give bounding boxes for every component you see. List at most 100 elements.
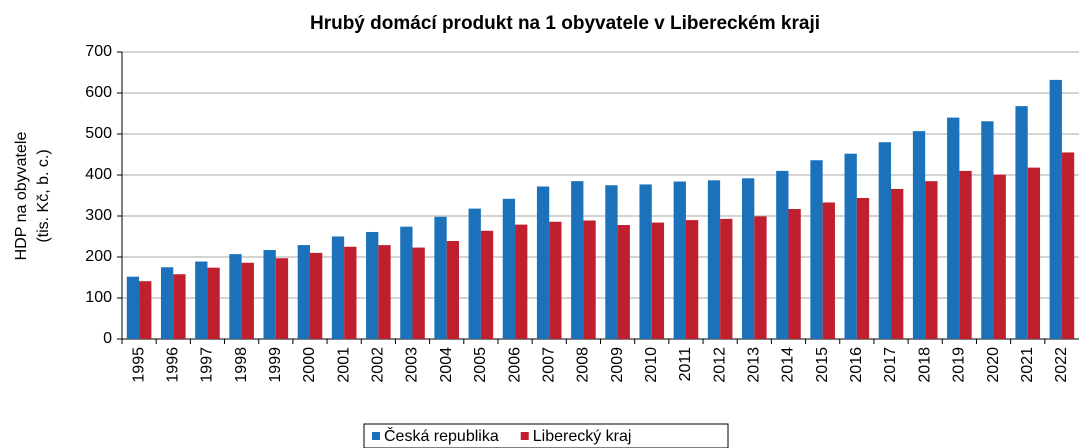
legend-swatch	[372, 432, 380, 440]
bar	[549, 221, 562, 339]
y-tick-label: 200	[85, 248, 112, 265]
bar	[878, 142, 892, 339]
x-tick-label: 1997	[199, 347, 216, 383]
x-tick-label: 2009	[609, 347, 626, 383]
bar	[446, 241, 460, 339]
bar	[1061, 152, 1075, 339]
legend-label: Česká republika	[384, 426, 499, 445]
legend-box	[363, 423, 729, 448]
bar	[1027, 167, 1041, 339]
bar	[515, 224, 528, 339]
x-tick-label: 2008	[575, 347, 592, 383]
bar	[959, 170, 972, 339]
x-tick-label: 2010	[643, 347, 660, 383]
x-tick-label: 2016	[848, 347, 865, 383]
bar	[366, 231, 379, 339]
bar	[229, 254, 242, 339]
x-tick-label: 2021	[1019, 347, 1036, 383]
bar	[810, 160, 823, 339]
bar	[468, 208, 481, 339]
bar	[651, 222, 665, 339]
bar	[741, 178, 755, 339]
chart-title: Hrubý domácí produkt na 1 obyvatele v Li…	[310, 13, 820, 34]
bar	[844, 153, 857, 339]
bar	[605, 185, 618, 339]
bar	[241, 262, 254, 339]
bar	[685, 220, 699, 339]
x-tick-label: 2014	[780, 347, 797, 383]
bar	[707, 180, 721, 339]
bar	[126, 276, 140, 339]
bar	[207, 267, 220, 339]
x-tick-label: 1996	[164, 347, 181, 383]
x-tick-label: 2007	[540, 347, 557, 383]
bar	[617, 225, 630, 339]
x-tick-label: 1999	[267, 347, 284, 383]
y-axis-label: (tis. Kč, b. c.)	[35, 149, 52, 242]
legend-swatch	[520, 432, 529, 440]
x-tick-label: 2013	[746, 347, 763, 383]
y-tick-label: 100	[85, 289, 112, 306]
bar	[331, 236, 345, 339]
bar	[754, 216, 767, 339]
x-tick-label: 2002	[370, 347, 387, 383]
x-tick-label: 2004	[438, 347, 455, 383]
bar	[1049, 79, 1062, 339]
bar	[571, 181, 584, 339]
bar	[925, 181, 938, 339]
y-tick-label: 300	[85, 207, 112, 224]
bar	[536, 186, 550, 339]
bar	[891, 188, 904, 339]
bar	[776, 170, 789, 339]
bar	[788, 209, 801, 339]
x-tick-label: 2006	[506, 347, 523, 383]
bar	[173, 274, 186, 339]
bar	[673, 181, 686, 339]
x-tick-label: 2005	[472, 347, 489, 383]
bar	[139, 281, 152, 339]
x-tick-label: 2019	[951, 347, 968, 383]
bar	[1015, 106, 1028, 340]
y-tick-label: 500	[85, 125, 112, 142]
x-tick-label: 2018	[916, 347, 933, 383]
x-tick-label: 2012	[711, 347, 728, 383]
x-tick-label: 2017	[882, 347, 899, 383]
x-tick-label: 2001	[335, 347, 352, 383]
bar	[344, 246, 357, 339]
bar	[378, 245, 391, 339]
bar	[263, 250, 276, 339]
bar	[993, 174, 1006, 339]
bar	[297, 245, 310, 339]
x-tick-label: 1998	[233, 347, 250, 383]
y-tick-label: 0	[103, 330, 112, 347]
x-tick-label: 2022	[1053, 347, 1070, 383]
bar	[912, 131, 926, 339]
bar	[412, 247, 425, 339]
y-tick-label: 600	[85, 84, 112, 101]
bar	[981, 121, 994, 339]
bar	[309, 252, 323, 339]
bar	[502, 198, 516, 339]
y-tick-label: 700	[85, 43, 112, 60]
legend-label: Liberecký kraj	[533, 428, 632, 445]
bar	[639, 184, 652, 339]
bar	[480, 230, 494, 339]
x-tick-label: 1995	[130, 347, 147, 383]
bar	[275, 258, 289, 339]
y-tick-label: 400	[85, 166, 112, 183]
bar	[434, 216, 447, 339]
y-axis-label: HDP na obyvatele	[13, 132, 30, 261]
bar	[160, 267, 174, 339]
bar	[822, 202, 835, 339]
x-tick-label: 2020	[985, 347, 1002, 383]
x-tick-label: 2011	[677, 347, 694, 382]
x-tick-label: 2003	[404, 347, 421, 383]
bar	[400, 226, 413, 339]
bar	[856, 197, 870, 339]
bar	[947, 117, 960, 339]
bar	[583, 220, 596, 339]
bar	[720, 218, 733, 339]
x-tick-label: 2000	[301, 347, 318, 383]
x-tick-label: 2015	[814, 347, 831, 383]
